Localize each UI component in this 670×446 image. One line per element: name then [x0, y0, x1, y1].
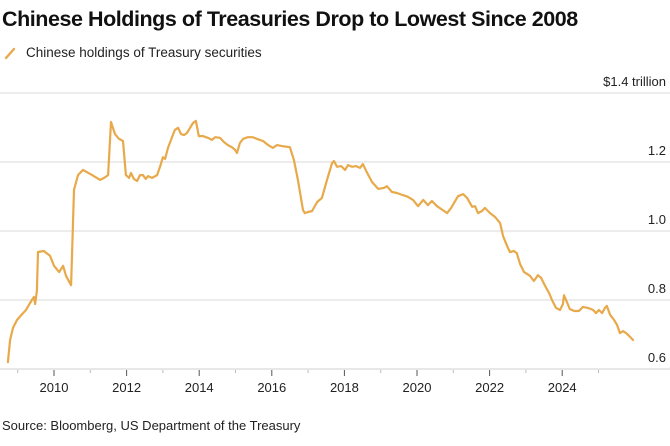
y-tick-label: 1.0 [648, 212, 666, 227]
y-tick-label: $1.4 trillion [603, 74, 666, 89]
x-tick-label: 2024 [548, 380, 577, 395]
x-tick-label: 2018 [330, 380, 359, 395]
x-tick-label: 2020 [403, 380, 432, 395]
y-axis-labels: 0.6 0.8 1.0 1.2 $1.4 trillion [603, 74, 666, 365]
series-line [6, 119, 635, 364]
x-tick-label: 2022 [475, 380, 504, 395]
x-axis: 2010 2012 2014 2016 2018 2020 2022 2024 [0, 368, 670, 395]
chart-title: Chinese Holdings of Treasuries Drop to L… [2, 7, 578, 31]
y-tick-label: 0.6 [648, 350, 666, 365]
series-layer [6, 119, 635, 364]
x-tick-label: 2016 [257, 380, 286, 395]
gridlines [0, 92, 670, 301]
legend-label: Chinese holdings of Treasury securities [26, 45, 262, 60]
source-note: Source: Bloomberg, US Department of the … [2, 418, 301, 433]
x-tick-label: 2014 [185, 380, 214, 395]
y-tick-label: 1.2 [648, 143, 666, 158]
legend-line-icon [4, 47, 16, 59]
y-tick-label: 0.8 [648, 281, 666, 296]
x-tick-label: 2010 [40, 380, 69, 395]
x-tick-label: 2012 [112, 380, 141, 395]
legend: Chinese holdings of Treasury securities [4, 45, 262, 60]
